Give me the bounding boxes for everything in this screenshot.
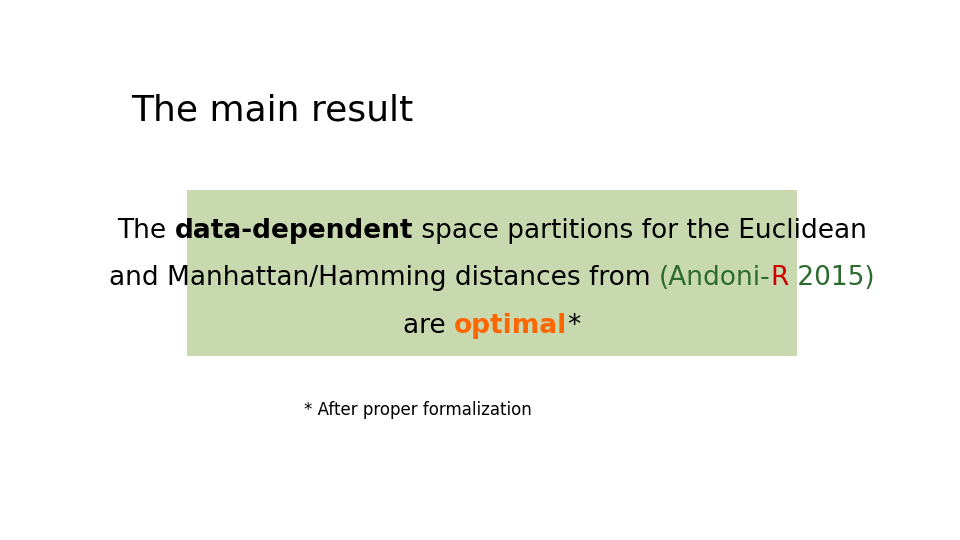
FancyBboxPatch shape (187, 190, 797, 356)
Text: The main result: The main result (132, 94, 414, 128)
Text: *: * (567, 313, 581, 339)
Text: R: R (771, 265, 789, 291)
Text: data-dependent: data-dependent (175, 218, 413, 244)
Text: and Manhattan/Hamming distances from: and Manhattan/Hamming distances from (109, 265, 660, 291)
Text: 2015): 2015) (789, 265, 875, 291)
Text: * After proper formalization: * After proper formalization (303, 401, 532, 419)
Text: space partitions for the Euclidean: space partitions for the Euclidean (413, 218, 867, 244)
Text: are: are (403, 313, 454, 339)
Text: optimal: optimal (454, 313, 567, 339)
Text: (Andoni-: (Andoni- (660, 265, 771, 291)
Text: The: The (117, 218, 175, 244)
